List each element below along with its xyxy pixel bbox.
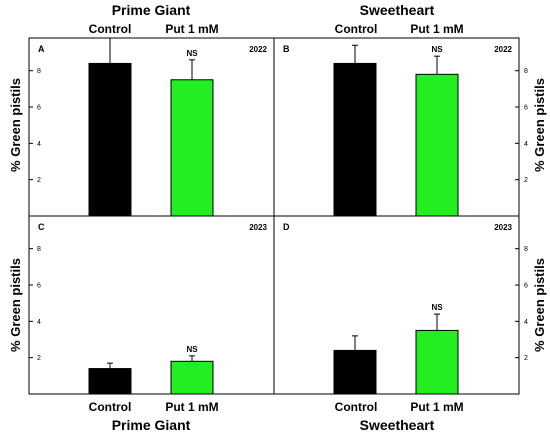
ylabel-right-top: % Green pistils (532, 78, 547, 172)
significance-label: NS (431, 303, 443, 312)
top-cat-right-put: Put 1 mM (410, 22, 463, 36)
bottom-title-left: Prime Giant (112, 417, 191, 433)
y-tick-label: 2 (524, 355, 528, 362)
panel-frame (28, 215, 275, 395)
y-tick-label: 4 (524, 141, 528, 148)
top-cat-right-control: Control (335, 22, 378, 36)
bar-put-1-mm (170, 79, 214, 217)
bar-put-1-mm (170, 360, 214, 395)
top-cat-left-control: Control (89, 22, 132, 36)
y-tick-label: 8 (524, 246, 528, 253)
ylabel-left-top: % Green pistils (8, 78, 23, 172)
y-tick-label: 4 (524, 319, 528, 326)
panels-group: A 2022 2 4 6 8 NS B 2022 2 4 6 8 NS C 2023 2 4 6 8 NS D 2023 2 4… (28, 37, 528, 395)
panel-c: C 2023 2 4 6 8 NS (28, 215, 275, 395)
panel-letter: A (38, 44, 45, 54)
top-title-right: Sweetheart (360, 2, 435, 18)
panel-b: B 2022 2 4 6 8 NS (273, 37, 528, 217)
y-tick-label: 6 (37, 283, 41, 290)
y-tick-label: 4 (37, 319, 41, 326)
bottom-cat-right-control: Control (335, 400, 378, 414)
y-tick-label: 8 (524, 68, 528, 75)
bottom-cat-right-put: Put 1 mM (410, 400, 463, 414)
significance-label: NS (431, 45, 443, 54)
bottom-cat-left-control: Control (89, 400, 132, 414)
y-tick-label: 2 (524, 177, 528, 184)
y-tick-label: 4 (37, 141, 41, 148)
y-tick-label: 8 (37, 246, 41, 253)
panel-year: 2023 (494, 223, 512, 232)
y-tick-label: 6 (524, 283, 528, 290)
panel-year: 2023 (249, 223, 267, 232)
y-tick-label: 2 (37, 355, 41, 362)
y-tick-label: 6 (524, 105, 528, 112)
panel-frame (28, 37, 275, 217)
significance-label: NS (186, 345, 198, 354)
y-tick-label: 2 (37, 177, 41, 184)
panel-a: A 2022 2 4 6 8 NS (28, 37, 275, 217)
bottom-title-right: Sweetheart (360, 417, 435, 433)
bar-control (88, 62, 132, 217)
top-cat-left-put: Put 1 mM (165, 22, 218, 36)
ylabel-right-bottom: % Green pistils (532, 258, 547, 352)
bar-control (333, 62, 377, 217)
panel-year: 2022 (249, 45, 267, 54)
bar-put-1-mm (415, 73, 459, 217)
bar-control (333, 349, 377, 395)
ylabel-left-bottom: % Green pistils (8, 258, 23, 352)
panel-year: 2022 (494, 45, 512, 54)
bar-control (88, 368, 132, 395)
panel-letter: B (283, 44, 290, 54)
panel-d: D 2023 2 4 6 8 NS (273, 215, 528, 395)
panel-frame (273, 37, 520, 217)
top-title-left: Prime Giant (112, 2, 191, 18)
significance-label: NS (186, 49, 198, 58)
bottom-cat-left-put: Put 1 mM (165, 400, 218, 414)
panel-letter: C (38, 222, 45, 232)
bar-put-1-mm (415, 329, 459, 395)
panel-letter: D (283, 222, 290, 232)
panel-frame (273, 215, 520, 395)
y-tick-label: 6 (37, 105, 41, 112)
y-tick-label: 8 (37, 68, 41, 75)
